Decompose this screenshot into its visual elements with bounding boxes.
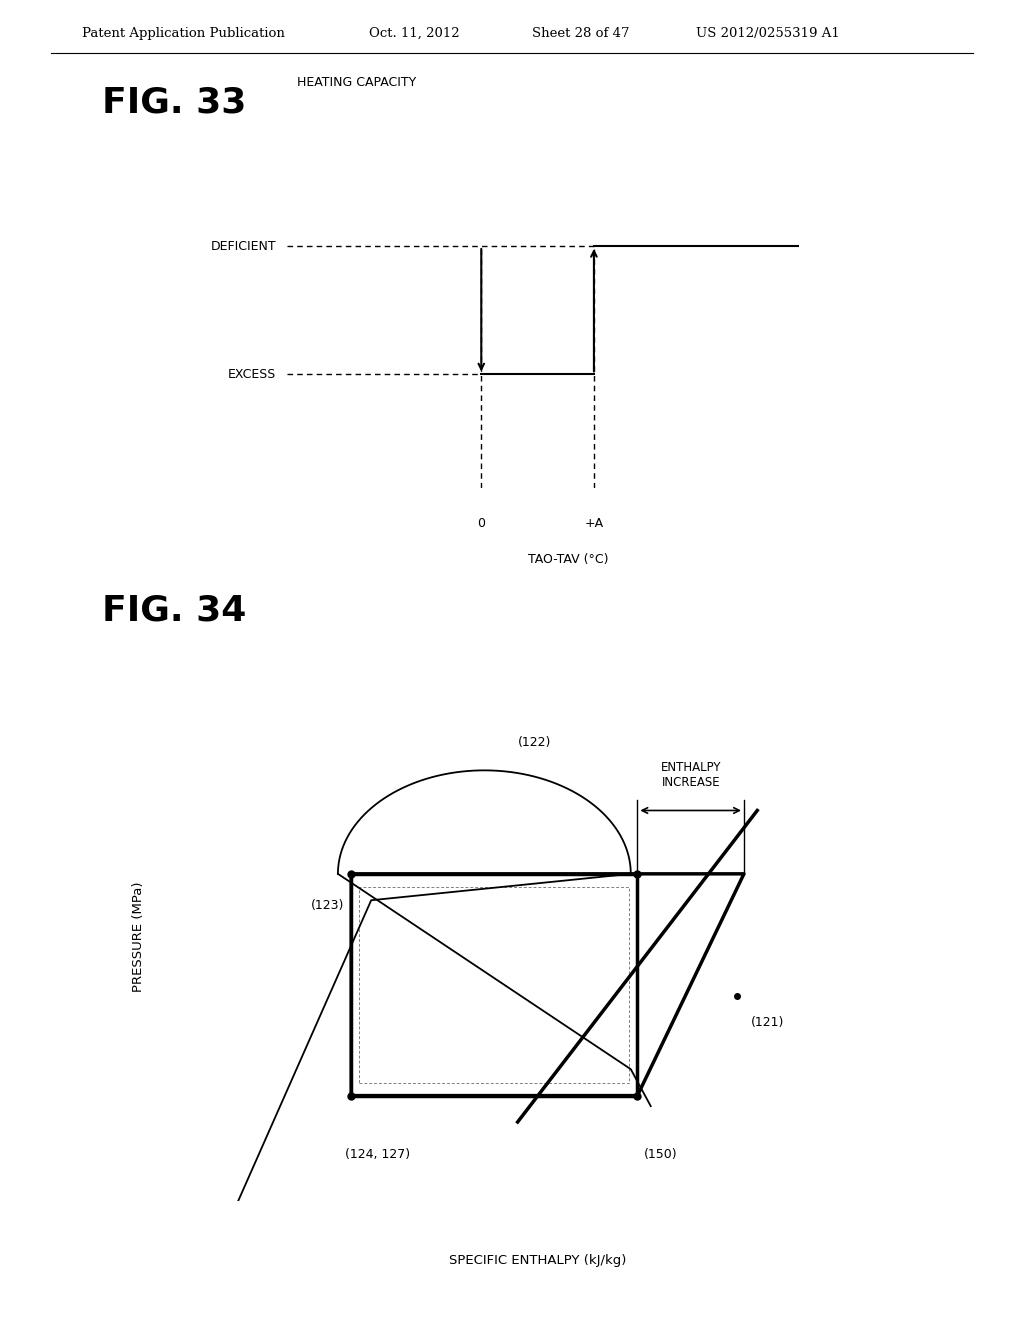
Text: (124, 127): (124, 127) [344, 1148, 410, 1162]
Text: Patent Application Publication: Patent Application Publication [82, 26, 285, 40]
Text: FIG. 33: FIG. 33 [102, 86, 247, 119]
Text: Sheet 28 of 47: Sheet 28 of 47 [532, 26, 630, 40]
Text: +A: +A [585, 517, 603, 529]
Text: EXCESS: EXCESS [228, 368, 276, 381]
Text: US 2012/0255319 A1: US 2012/0255319 A1 [696, 26, 840, 40]
Text: 0: 0 [477, 517, 485, 529]
Text: PRESSURE (MPa): PRESSURE (MPa) [132, 882, 144, 993]
Text: (121): (121) [751, 1015, 784, 1028]
Text: ENTHALPY
INCREASE: ENTHALPY INCREASE [660, 762, 721, 789]
Text: TAO-TAV (°C): TAO-TAV (°C) [528, 553, 608, 565]
Text: FIG. 34: FIG. 34 [102, 594, 247, 627]
Text: (150): (150) [644, 1148, 678, 1162]
Text: SPECIFIC ENTHALPY (kJ/kg): SPECIFIC ENTHALPY (kJ/kg) [449, 1254, 627, 1267]
Text: (123): (123) [311, 899, 344, 912]
Text: Oct. 11, 2012: Oct. 11, 2012 [369, 26, 460, 40]
Text: (122): (122) [518, 737, 551, 750]
Text: DEFICIENT: DEFICIENT [211, 239, 276, 252]
Text: HEATING CAPACITY: HEATING CAPACITY [297, 77, 416, 90]
